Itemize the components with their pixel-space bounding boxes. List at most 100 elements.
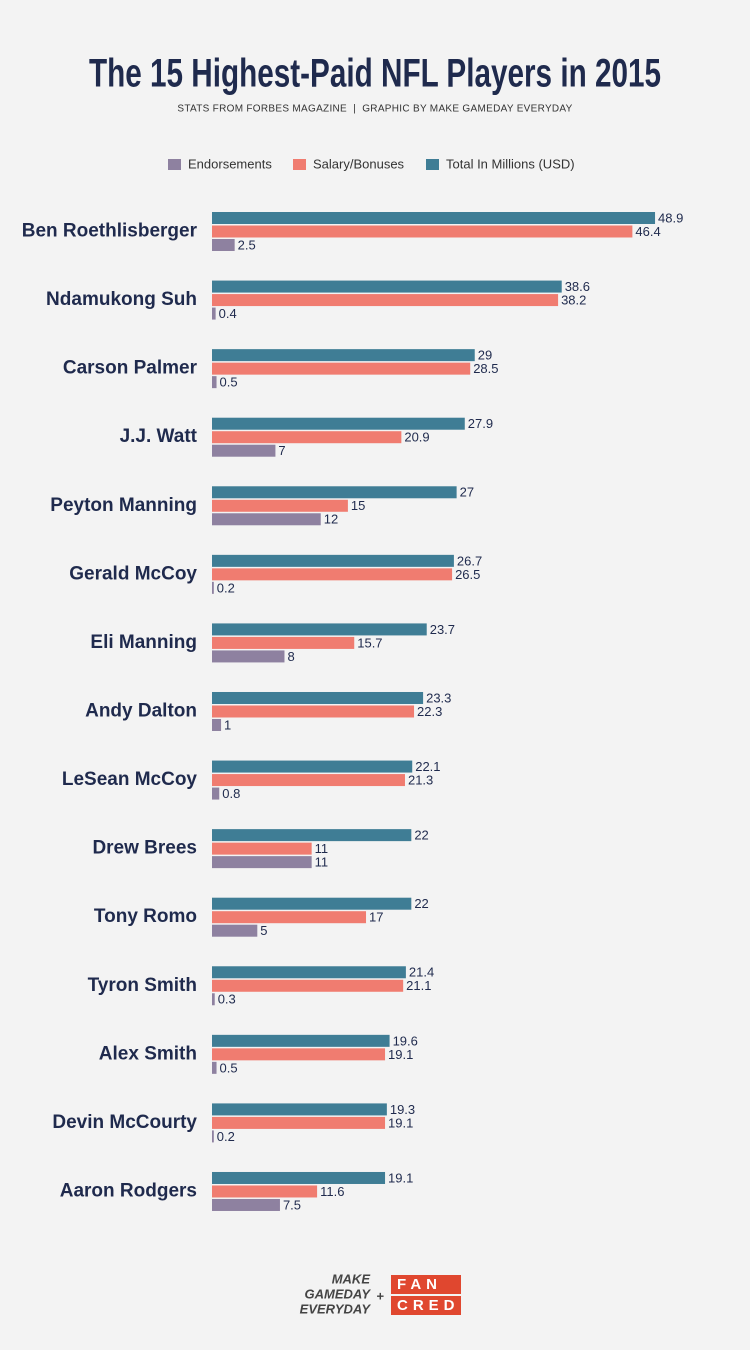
category-label: Devin McCourty bbox=[52, 1112, 197, 1133]
bar bbox=[212, 842, 312, 855]
footer-logo: MAKE GAMEDAY EVERYDAY + FAN CRED bbox=[300, 1271, 461, 1316]
category-label: Peyton Manning bbox=[50, 495, 197, 516]
value-label: 0.2 bbox=[217, 1129, 235, 1144]
bar bbox=[212, 705, 415, 718]
value-label: 5 bbox=[260, 923, 267, 938]
value-label: 2.5 bbox=[238, 237, 256, 252]
category-label: Eli Manning bbox=[90, 632, 197, 653]
bar bbox=[212, 225, 633, 238]
bar bbox=[212, 581, 214, 594]
bar bbox=[212, 1103, 387, 1116]
value-label: 46.4 bbox=[635, 224, 660, 239]
bar bbox=[212, 966, 406, 979]
category-label: LeSean McCoy bbox=[62, 769, 198, 790]
value-label: 11 bbox=[315, 841, 329, 856]
bar bbox=[212, 1048, 386, 1061]
category-label: Ben Roethlisberger bbox=[22, 221, 198, 242]
bar bbox=[212, 294, 559, 307]
value-label: 27 bbox=[460, 485, 474, 500]
bar bbox=[212, 568, 453, 581]
value-label: 23.3 bbox=[426, 690, 451, 705]
bar bbox=[212, 1034, 390, 1047]
bar bbox=[212, 307, 216, 320]
value-label: 7 bbox=[278, 443, 285, 458]
bar bbox=[212, 349, 475, 362]
bar bbox=[212, 280, 562, 293]
legend-swatch bbox=[168, 159, 181, 170]
bar bbox=[212, 239, 235, 251]
bar bbox=[212, 924, 258, 937]
value-label: 0.8 bbox=[222, 786, 240, 801]
bar bbox=[212, 362, 471, 375]
footer-text: EVERYDAY bbox=[300, 1301, 372, 1316]
logo-text: FAN bbox=[397, 1276, 442, 1293]
chart-subtitle: STATS FROM FORBES MAGAZINE | GRAPHIC BY … bbox=[177, 104, 572, 115]
category-label: J.J. Watt bbox=[120, 426, 198, 447]
value-label: 0.5 bbox=[220, 375, 238, 390]
value-label: 0.3 bbox=[218, 992, 236, 1007]
legend-swatch bbox=[426, 159, 439, 170]
value-label: 22.1 bbox=[415, 759, 440, 774]
bar bbox=[212, 417, 465, 430]
logo-text: CRED bbox=[397, 1297, 460, 1314]
value-label: 22.3 bbox=[417, 704, 442, 719]
bar bbox=[212, 1185, 318, 1198]
legend-label: Salary/Bonuses bbox=[313, 156, 405, 171]
value-label: 21.1 bbox=[406, 978, 431, 993]
value-label: 17 bbox=[369, 910, 383, 925]
value-label: 29 bbox=[478, 348, 492, 363]
bar bbox=[212, 774, 405, 787]
legend-label: Endorsements bbox=[188, 156, 272, 171]
value-label: 7.5 bbox=[283, 1197, 301, 1212]
bar bbox=[212, 499, 348, 512]
value-label: 19.1 bbox=[388, 1115, 413, 1130]
value-label: 28.5 bbox=[473, 361, 498, 376]
value-label: 0.2 bbox=[217, 580, 235, 595]
category-label: Aaron Rodgers bbox=[60, 1180, 197, 1201]
category-label: Tyron Smith bbox=[88, 975, 197, 996]
bar bbox=[212, 623, 427, 636]
chart-title: The 15 Highest-Paid NFL Players in 2015 bbox=[89, 52, 661, 96]
category-label: Ndamukong Suh bbox=[46, 289, 197, 310]
bar bbox=[212, 513, 321, 526]
category-label: Drew Brees bbox=[92, 838, 197, 859]
bar bbox=[212, 212, 656, 224]
bar bbox=[212, 1116, 386, 1129]
value-label: 19.1 bbox=[388, 1170, 413, 1185]
value-label: 19.1 bbox=[388, 1047, 413, 1062]
value-label: 27.9 bbox=[468, 416, 493, 431]
category-label: Carson Palmer bbox=[63, 358, 198, 379]
bar bbox=[212, 650, 285, 663]
bar bbox=[212, 376, 217, 389]
bar bbox=[212, 431, 402, 444]
value-label: 0.5 bbox=[220, 1060, 238, 1075]
bar bbox=[212, 486, 457, 499]
value-label: 21.3 bbox=[408, 772, 433, 787]
value-label: 22 bbox=[414, 828, 428, 843]
footer-plus: + bbox=[376, 1288, 384, 1303]
logo-box bbox=[391, 1296, 461, 1315]
value-label: 22 bbox=[414, 896, 428, 911]
bar bbox=[212, 1171, 386, 1184]
bar bbox=[212, 1198, 280, 1211]
legend-swatch bbox=[293, 159, 306, 170]
bar bbox=[212, 554, 454, 567]
category-label: Andy Dalton bbox=[85, 701, 197, 722]
legend-label: Total In Millions (USD) bbox=[446, 156, 575, 171]
value-label: 23.7 bbox=[430, 622, 455, 637]
bar bbox=[212, 1130, 214, 1143]
bar bbox=[212, 897, 412, 910]
bar bbox=[212, 787, 220, 800]
bar bbox=[212, 993, 215, 1006]
footer-text: GAMEDAY bbox=[305, 1286, 372, 1301]
value-label: 11 bbox=[315, 855, 329, 870]
footer-text: MAKE bbox=[332, 1271, 371, 1286]
value-label: 1 bbox=[224, 717, 231, 732]
value-label: 19.6 bbox=[393, 1033, 418, 1048]
value-label: 21.4 bbox=[409, 965, 434, 980]
bar bbox=[212, 691, 424, 704]
category-label: Tony Romo bbox=[94, 906, 197, 927]
bar bbox=[212, 718, 222, 731]
bar bbox=[212, 1061, 217, 1074]
logo-box bbox=[391, 1275, 461, 1294]
